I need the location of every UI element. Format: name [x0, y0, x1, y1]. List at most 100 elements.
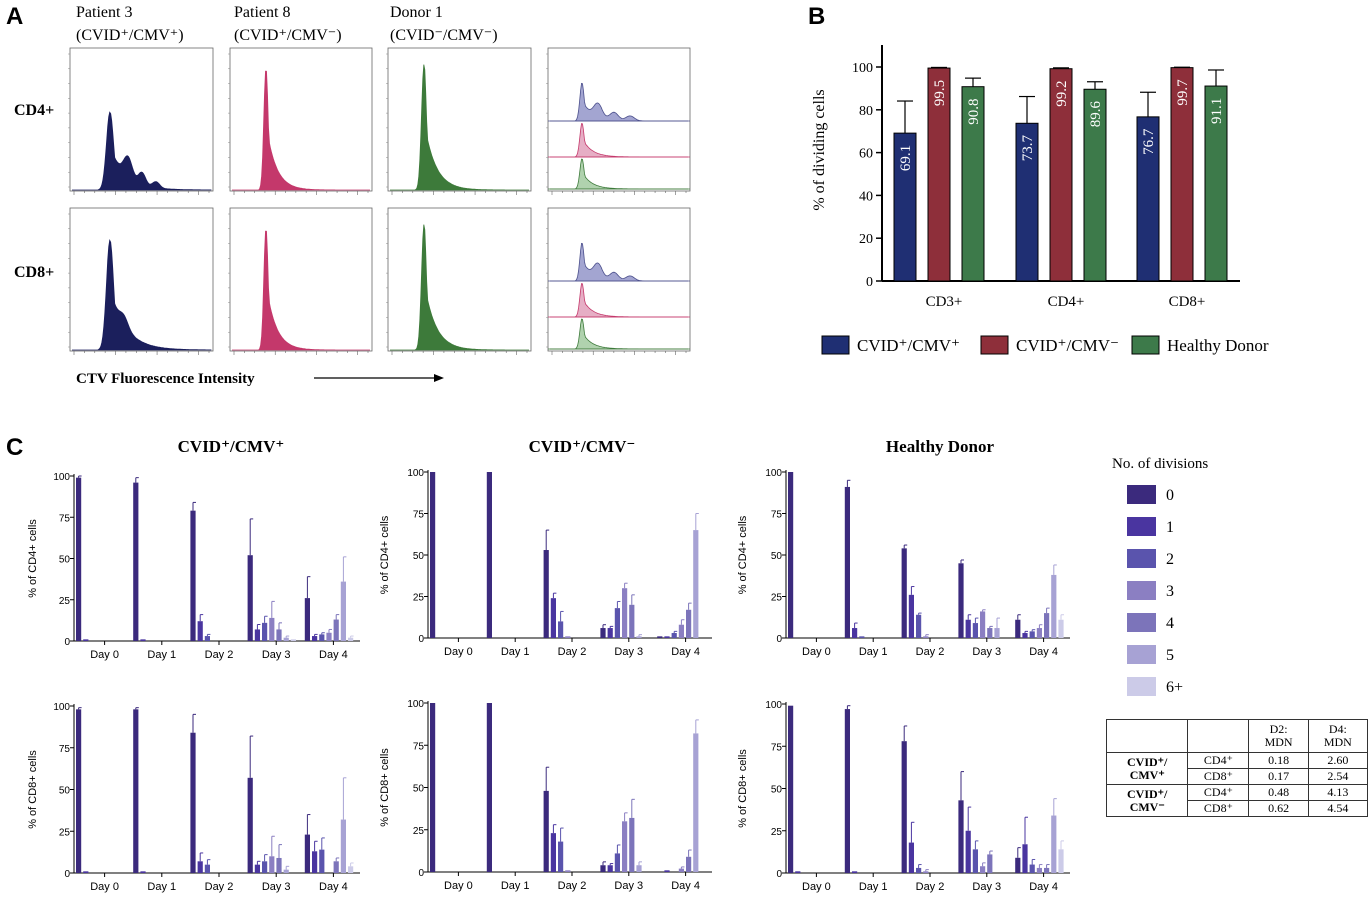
chart-c-x-tick-label: Day 3: [972, 646, 1001, 658]
histogram-curve-cvid-cmv-pos: [72, 239, 212, 351]
chart-c-y-label: % of CD8+ cells: [379, 748, 391, 827]
chart-c-bar: [486, 703, 492, 872]
chart-c-bar: [1015, 619, 1021, 638]
col-header-donor1: Donor 1: [390, 4, 443, 21]
chart-c-bar: [980, 611, 986, 638]
row-label-cd8: CD8+: [14, 264, 54, 281]
col-subheader-patient3: (CVID⁺/CMV⁺): [76, 27, 184, 44]
chart-c-title: Healthy Donor: [886, 437, 995, 456]
chart-c-bar: [965, 830, 971, 873]
mdn-header-d2: D2: MDN: [1248, 719, 1309, 753]
chart-c-bar: [600, 865, 606, 872]
chart-c-y-tick-label: 50: [413, 784, 425, 795]
chart-c-bar: [1022, 844, 1028, 873]
mdn-group-neg-text: CVID⁺/ CMV⁻: [1127, 786, 1168, 814]
chart-c-x-tick-label: Day 4: [319, 649, 348, 661]
chart-b-legend-label: CVID⁺/CMV⁻: [1016, 336, 1119, 355]
chart-c-bar: [788, 705, 794, 873]
chart-c-bar: [923, 871, 929, 873]
divisions-legend-label: 0: [1166, 487, 1174, 504]
chart-c-y-tick-label: 0: [776, 634, 782, 645]
chart-c-y-tick-label: 100: [765, 700, 782, 711]
chart-b-y-tick-label: 80: [859, 104, 873, 119]
chart-c-bar: [1036, 628, 1042, 638]
chart-c-bar: [304, 834, 310, 873]
chart-c-bar: [629, 817, 635, 872]
chart-c-y-tick-label: 25: [59, 596, 71, 607]
chart-c-bar: [987, 628, 993, 638]
chart-c-y-tick-label: 100: [765, 468, 782, 479]
chart-c-x-tick-label: Day 4: [319, 881, 348, 893]
chart-c-bar: [678, 624, 684, 638]
chart-c-bar: [693, 530, 699, 638]
chart-c-x-tick-label: Day 3: [614, 646, 643, 658]
chart-c-bar: [1015, 857, 1021, 873]
chart-c-x-tick-label: Day 0: [90, 649, 119, 661]
mdn-cell: 0.48: [1248, 784, 1309, 801]
chart-c-bar: [83, 871, 89, 873]
chart-c-bar: [664, 870, 670, 872]
chart-c-bar: [190, 510, 196, 641]
divisions-legend-swatch: [1127, 645, 1156, 664]
panel-a-histograms: [68, 47, 691, 355]
chart-c-bar: [197, 621, 203, 641]
mdn-cell: 4.13: [1307, 784, 1369, 801]
mdn-cell: 0.62: [1248, 800, 1309, 817]
chart-c-bar: [276, 857, 282, 873]
chart-c-bar: [558, 621, 564, 638]
chart-c-bar: [1036, 867, 1042, 873]
chart-c-bar: [312, 851, 318, 873]
chart-c-title: CVID⁺/CMV⁺: [178, 437, 285, 456]
chart-c-bar: [333, 861, 339, 873]
chart-c-bar: [678, 868, 684, 872]
chart-c-bar: [430, 703, 436, 872]
chart-c-bar: [607, 865, 613, 872]
chart-c-y-tick-label: 50: [59, 786, 71, 797]
chart-c-bar: [565, 636, 571, 638]
chart-c-bar: [1058, 849, 1064, 873]
divisions-legend-swatch: [1127, 517, 1156, 536]
chart-c-y-tick-label: 75: [59, 744, 71, 755]
chart-c-y-tick-label: 25: [771, 593, 783, 604]
divisions-legend-label: 4: [1166, 615, 1174, 632]
chart-b-y-tick-label: 0: [866, 275, 873, 290]
chart-c-bar: [1044, 613, 1050, 638]
mdn-cell: CD4⁺: [1187, 784, 1250, 801]
chart-c-bar: [348, 866, 354, 873]
chart-c-bar: [958, 563, 964, 638]
chart-c-x-tick-label: Day 2: [916, 646, 945, 658]
chart-b-data-label: 91.1: [1209, 98, 1225, 124]
mdn-table-header: D2: MDN D4: MDN: [1105, 719, 1369, 753]
chart-c-y-tick-label: 25: [59, 827, 71, 838]
chart-c-y-tick-label: 75: [413, 741, 425, 752]
chart-c-bar: [965, 619, 971, 638]
chart-c-bar: [614, 853, 620, 872]
chart-c-bar: [262, 861, 268, 873]
chart-c-bar: [283, 637, 289, 641]
mdn-header-blank-1: [1105, 719, 1189, 753]
mdn-cell: 2.60: [1307, 752, 1369, 769]
chart-c-x-tick-label: Day 0: [802, 881, 831, 893]
chart-c-bar: [622, 821, 628, 872]
histogram-curve-donor: [390, 64, 529, 191]
chart-b-legend-swatch: [980, 335, 1009, 355]
histogram-frame: [229, 207, 373, 352]
divisions-legend-label: 3: [1166, 583, 1174, 600]
mdn-cell: 0.18: [1248, 752, 1309, 769]
col-subheader-patient8: (CVID⁺/CMV⁻): [234, 27, 342, 44]
chart-c-bar: [908, 842, 914, 873]
chart-c-bar: [254, 864, 260, 873]
mdn-group-pos-text: CVID⁺/ CMV⁺: [1127, 754, 1168, 782]
chart-c-x-tick-label: Day 1: [501, 880, 530, 892]
chart-c-y-tick-label: 100: [53, 702, 70, 713]
divisions-legend-label: 2: [1166, 551, 1174, 568]
chart-c-bar: [133, 482, 139, 641]
chart-c-bar: [607, 628, 613, 638]
chart-c-x-tick-label: Day 0: [444, 646, 473, 658]
chart-c-subplot: 0 25 50 75 100 % of CD8+ cells Day 0 Day 1 Day 2…: [27, 702, 360, 893]
chart-c-x-tick-label: Day 0: [444, 880, 473, 892]
mdn-group-pos: CVID⁺/ CMV⁺: [1105, 752, 1189, 785]
chart-c-x-tick-label: Day 4: [1029, 881, 1058, 893]
chart-c-x-tick-label: Day 1: [147, 649, 176, 661]
